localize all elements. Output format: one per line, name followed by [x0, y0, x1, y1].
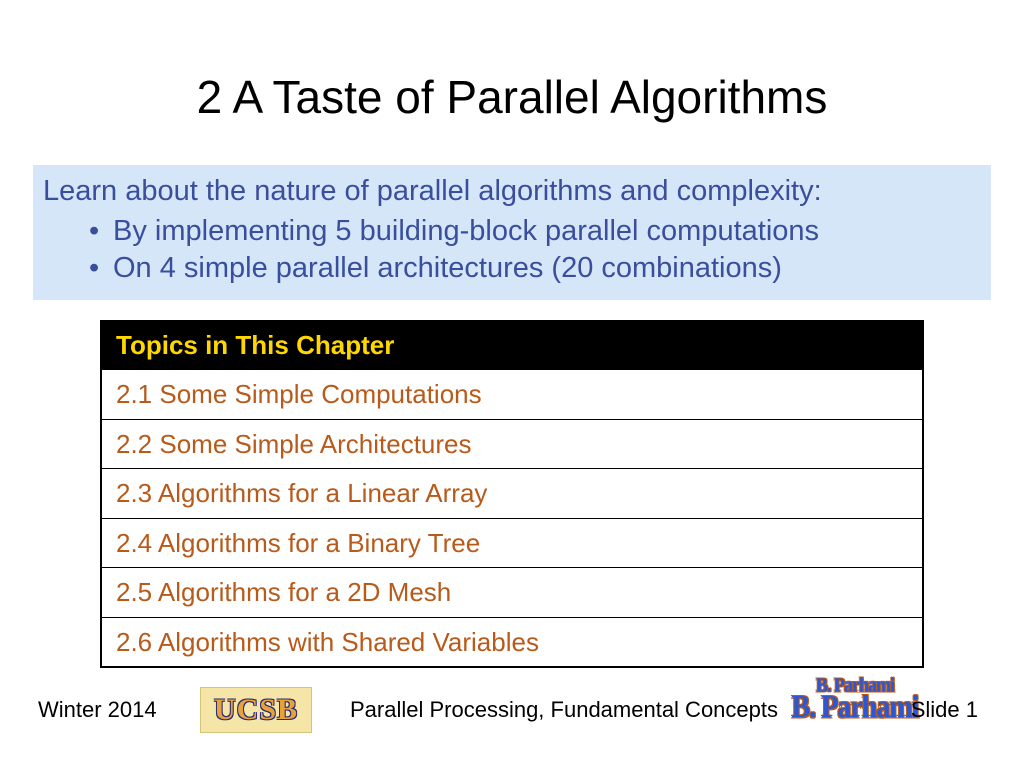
author-wordart-main: B. Parhami: [790, 692, 920, 724]
intro-lead-text: Learn about the nature of parallel algor…: [43, 173, 981, 211]
table-row: 2.2 Some Simple Architectures: [101, 419, 923, 469]
ucsb-logo-text: UCSB: [214, 693, 298, 727]
slide-footer: Winter 2014 UCSB Parallel Processing, Fu…: [0, 682, 1024, 738]
table-header-row: Topics in This Chapter: [101, 321, 923, 370]
intro-bullet: On 4 simple parallel architectures (20 c…: [113, 250, 981, 288]
table-row: 2.6 Algorithms with Shared Variables: [101, 617, 923, 667]
topic-cell: 2.5 Algorithms for a 2D Mesh: [101, 568, 923, 618]
intro-bullet-list: By implementing 5 building-block paralle…: [43, 213, 981, 288]
topic-cell: 2.6 Algorithms with Shared Variables: [101, 617, 923, 667]
footer-slide-number: Slide 1: [911, 697, 978, 723]
intro-bullet: By implementing 5 building-block paralle…: [113, 213, 981, 251]
intro-box: Learn about the nature of parallel algor…: [33, 165, 991, 300]
topic-cell: 2.3 Algorithms for a Linear Array: [101, 469, 923, 519]
topic-cell: 2.1 Some Simple Computations: [101, 370, 923, 420]
topics-table: Topics in This Chapter 2.1 Some Simple C…: [100, 320, 924, 668]
topics-header: Topics in This Chapter: [101, 321, 923, 370]
table-row: 2.1 Some Simple Computations: [101, 370, 923, 420]
ucsb-logo: UCSB: [200, 687, 312, 733]
footer-course-title: Parallel Processing, Fundamental Concept…: [350, 697, 778, 723]
topic-cell: 2.2 Some Simple Architectures: [101, 419, 923, 469]
table-row: 2.5 Algorithms for a 2D Mesh: [101, 568, 923, 618]
table-row: 2.3 Algorithms for a Linear Array: [101, 469, 923, 519]
slide-title: 2 A Taste of Parallel Algorithms: [0, 70, 1024, 124]
table-row: 2.4 Algorithms for a Binary Tree: [101, 518, 923, 568]
topic-cell: 2.4 Algorithms for a Binary Tree: [101, 518, 923, 568]
footer-term: Winter 2014: [38, 697, 157, 723]
author-wordart: B. Parhami B. Parhami: [790, 676, 920, 722]
